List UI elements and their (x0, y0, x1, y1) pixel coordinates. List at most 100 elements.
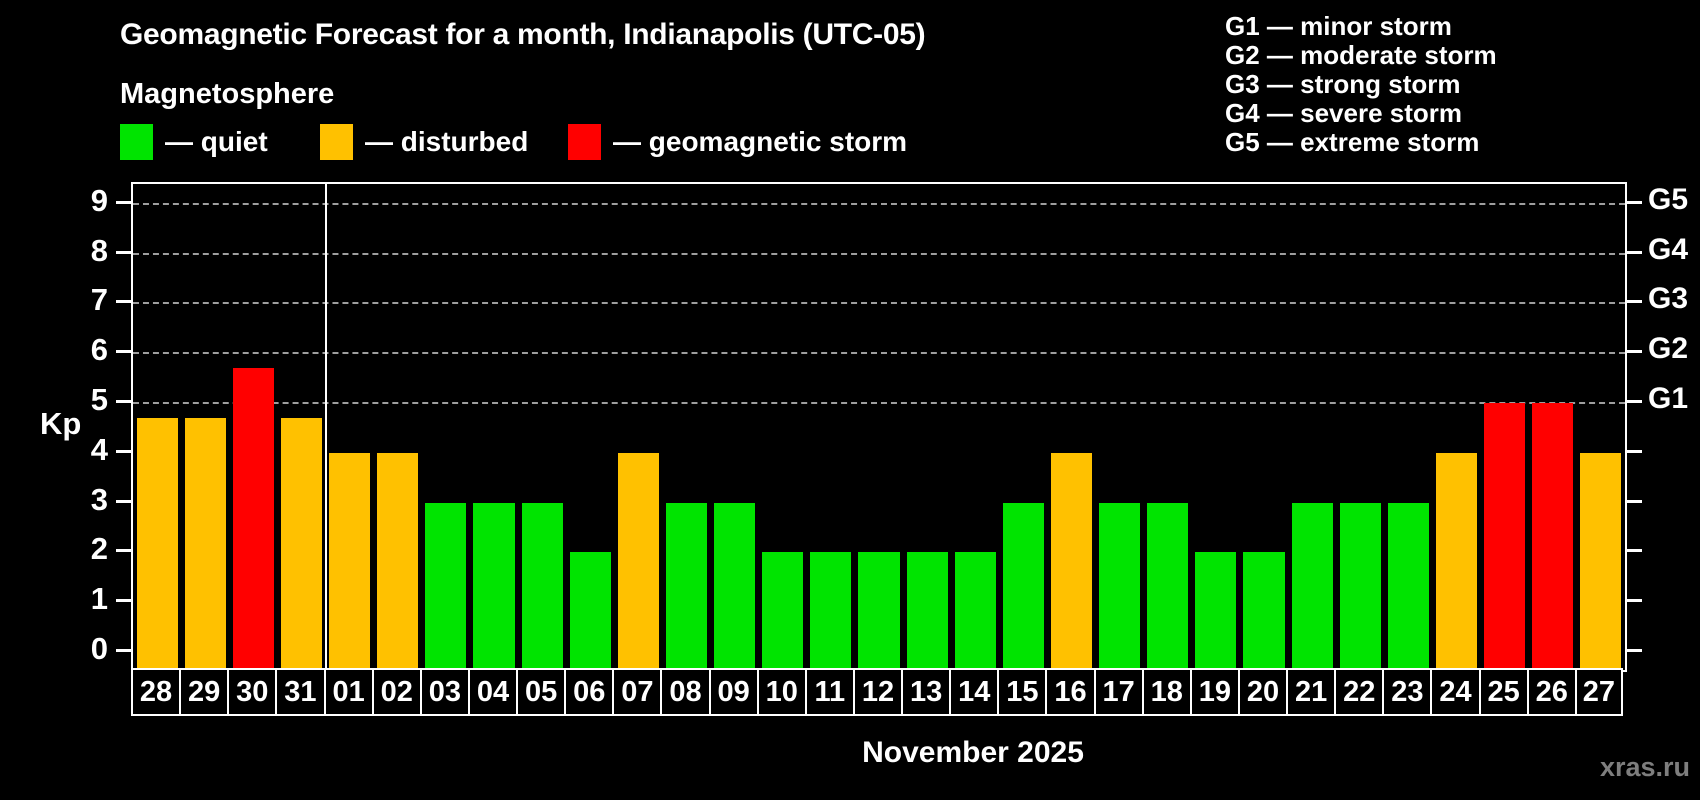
bar-day-08 (665, 502, 708, 670)
bar-day-22 (1339, 502, 1381, 670)
ytick-label-5: 5 (90, 382, 108, 417)
bar-day-11 (810, 552, 852, 670)
y-axis-title: Kp (40, 406, 82, 441)
day-cell-21: 21 (1286, 668, 1337, 716)
day-cell-14: 14 (949, 668, 1000, 716)
ytick-label-1: 1 (90, 581, 108, 617)
right-axis-label-g3: G3 (1648, 282, 1689, 316)
right-tick-8 (1627, 250, 1642, 254)
day-cell-20: 20 (1237, 668, 1289, 716)
right-tick-2 (1627, 549, 1642, 553)
right-axis-label-g2: G2 (1648, 332, 1689, 366)
day-cell-26: 26 (1526, 668, 1577, 716)
bar-day-26 (1532, 403, 1574, 670)
day-cell-25: 25 (1478, 668, 1529, 716)
legend-swatch-disturbed-icon (320, 124, 353, 160)
day-cell-19: 19 (1189, 668, 1240, 716)
bar-day-18 (1147, 502, 1189, 670)
ytick-label-0: 0 (90, 631, 108, 666)
right-axis-label-g1: G1 (1648, 382, 1689, 415)
legend-label: — disturbed (365, 126, 529, 157)
left-tick-8 (116, 250, 131, 254)
bar-day-09 (714, 502, 756, 670)
bar-day-24 (1435, 452, 1478, 670)
left-tick-0 (116, 649, 131, 652)
day-cell-28: 28 (131, 668, 182, 716)
gridline-kp5 (133, 402, 1625, 404)
bar-day-04 (473, 502, 515, 670)
right-tick-7 (1627, 300, 1642, 304)
legend-swatch-storm-icon (568, 124, 601, 160)
watermark: xras.ru (1599, 752, 1690, 782)
bar-day-19 (1195, 552, 1237, 670)
day-cell-18: 18 (1141, 668, 1192, 716)
page-title: Geomagnetic Forecast for a month, Indian… (120, 18, 926, 51)
legend-label: — geomagnetic storm (613, 126, 908, 157)
x-axis-title: November 2025 (862, 736, 1084, 769)
ytick-label-3: 3 (90, 481, 108, 517)
gridline-kp6 (133, 352, 1625, 355)
day-cell-31: 31 (275, 668, 326, 716)
day-cell-23: 23 (1382, 668, 1433, 716)
bar-day-01 (329, 452, 371, 670)
g-scale-legend: G1 — minor storm G2 — moderate storm G3 — … (1225, 12, 1497, 157)
g-legend-line: G4 — severe storm (1225, 98, 1463, 128)
g-legend-line: G3 — strong storm (1225, 69, 1461, 99)
ytick-label-7: 7 (90, 282, 108, 318)
day-cell-02: 02 (371, 668, 422, 716)
right-tick-6 (1627, 350, 1642, 354)
day-cell-01: 01 (323, 668, 374, 716)
day-cell-04: 04 (467, 668, 519, 716)
day-cell-08: 08 (660, 668, 711, 716)
bar-day-02 (377, 452, 419, 670)
bar-day-17 (1099, 502, 1141, 670)
right-axis-label-g4: G4 (1648, 232, 1689, 266)
bar-day-15 (1002, 502, 1044, 670)
bar-day-03 (425, 502, 467, 670)
day-cell-22: 22 (1334, 668, 1385, 716)
left-tick-4 (116, 449, 131, 453)
g-legend-line: G2 — moderate storm (1225, 40, 1497, 70)
left-tick-6 (116, 350, 131, 354)
right-tick-3 (1627, 499, 1642, 503)
day-cell-06: 06 (564, 668, 615, 716)
g-legend-line: G1 — minor storm (1225, 11, 1452, 41)
ytick-label-9: 9 (90, 182, 108, 218)
day-cell-05: 05 (516, 668, 567, 716)
plot-area (131, 182, 1627, 672)
right-tick-0 (1627, 649, 1642, 652)
left-tick-2 (116, 549, 131, 553)
gridline-kp9 (133, 202, 1625, 205)
bar-day-06 (569, 552, 611, 670)
bar-day-31 (280, 417, 322, 670)
bar-day-21 (1291, 502, 1333, 670)
legend-item-storm: — geomagnetic storm (568, 122, 907, 162)
left-tick-5 (116, 400, 131, 403)
legend-label: — quiet (165, 126, 268, 157)
day-cell-29: 29 (179, 668, 230, 716)
bar-day-16 (1050, 452, 1093, 670)
bar-day-29 (184, 417, 226, 670)
ytick-label-6: 6 (90, 332, 108, 368)
day-cell-03: 03 (419, 668, 470, 716)
day-cell-12: 12 (852, 668, 904, 716)
day-cell-11: 11 (804, 668, 855, 716)
month-separator (324, 184, 327, 670)
left-tick-1 (116, 599, 131, 603)
legend-swatch-quiet-icon (120, 124, 153, 160)
gridline-kp8 (133, 252, 1625, 255)
bar-day-23 (1387, 502, 1429, 670)
legend-item-quiet: — quiet (120, 122, 268, 162)
left-tick-7 (116, 300, 131, 304)
bar-day-13 (906, 552, 948, 670)
bar-day-27 (1580, 452, 1622, 670)
right-axis-label-g5: G5 (1648, 182, 1689, 216)
ytick-label-4: 4 (90, 431, 108, 467)
right-tick-5 (1627, 400, 1642, 403)
ytick-label-2: 2 (90, 531, 108, 567)
day-cell-09: 09 (708, 668, 759, 716)
bar-day-30 (232, 368, 274, 670)
bar-day-28 (136, 417, 178, 670)
bar-day-12 (858, 552, 900, 670)
